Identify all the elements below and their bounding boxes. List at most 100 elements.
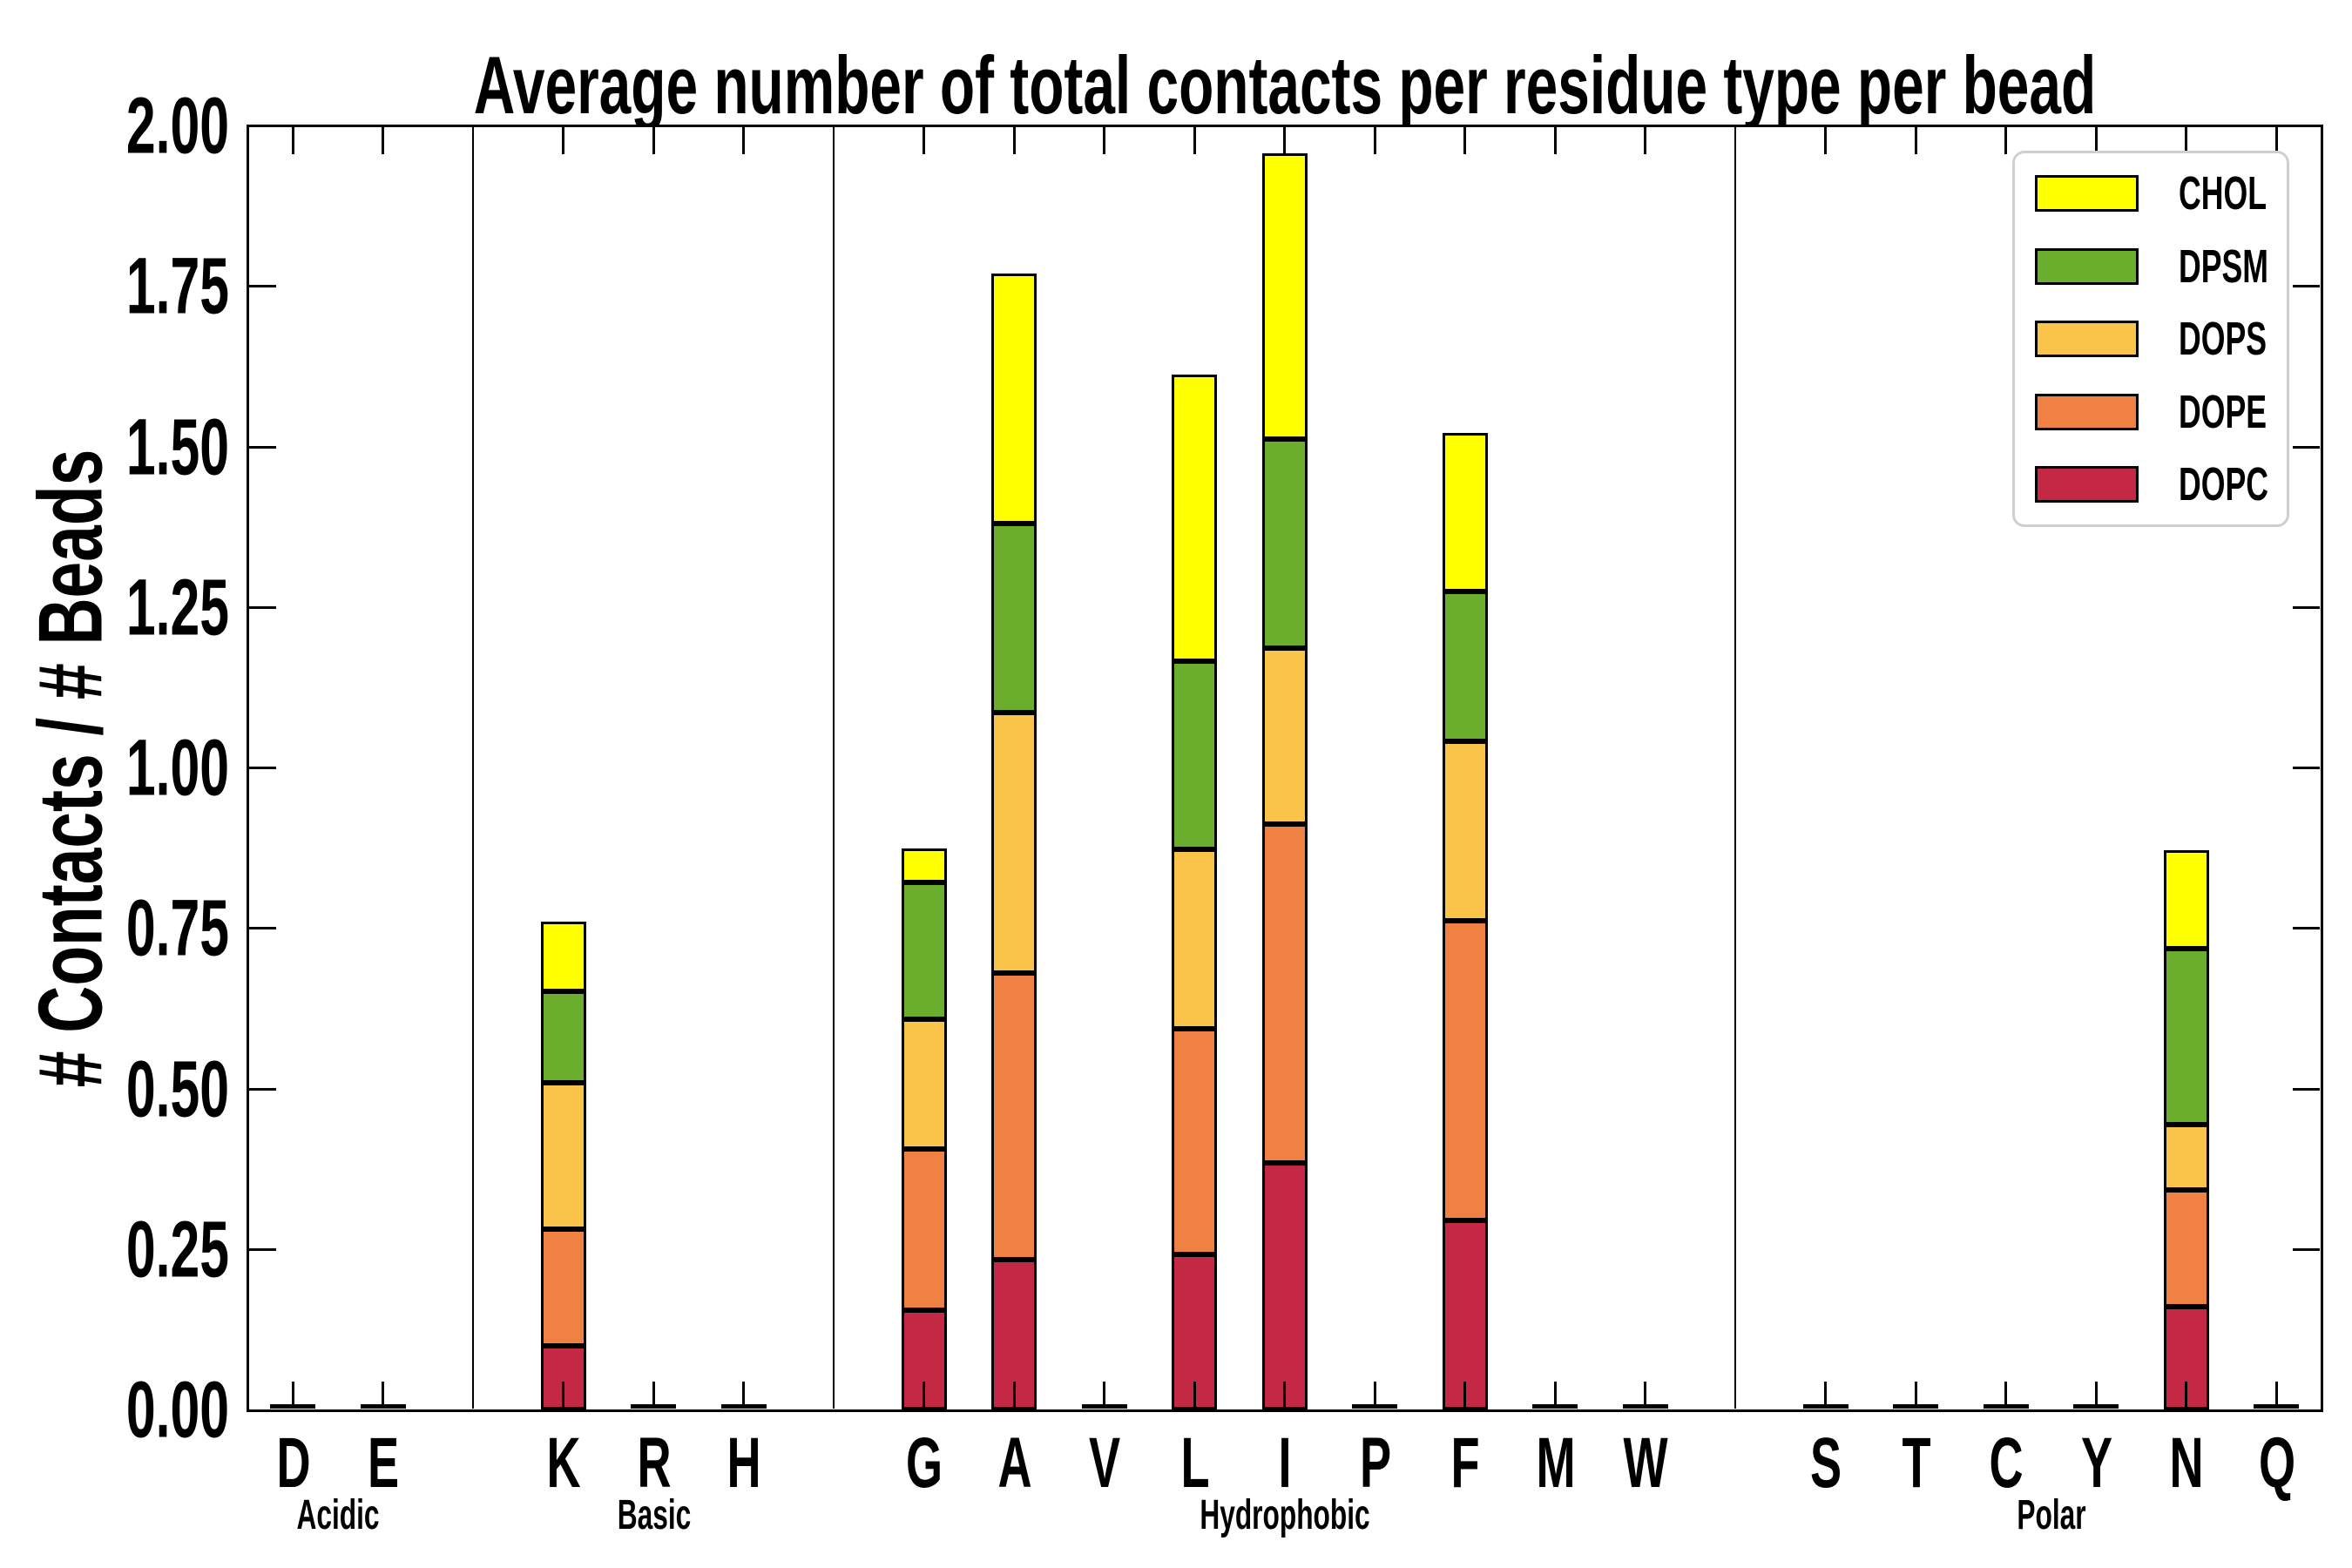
bar-segment-F-CHOL (1442, 432, 1488, 591)
x-label-D: D (267, 1423, 319, 1504)
legend-label-text: DOPE (2179, 385, 2268, 438)
y-tick-left-6 (249, 445, 276, 449)
y-tick-label-text: 1.75 (125, 241, 229, 331)
bar-segment-I-CHOL (1261, 153, 1308, 440)
y-tick-label-text: 1.25 (125, 563, 229, 652)
x-label-S: S (1802, 1423, 1850, 1504)
x-tick-bottom-T (1914, 1382, 1917, 1409)
x-label-W: W (1612, 1423, 1679, 1504)
plot-area (247, 125, 2323, 1412)
x-tick-bottom-Y (2094, 1382, 2098, 1409)
x-label-text: R (636, 1423, 672, 1503)
x-tick-bottom-S (1824, 1382, 1827, 1409)
legend-label-CHOL: CHOL (2179, 166, 2312, 220)
x-label-text: K (546, 1423, 581, 1503)
bar-segment-K-CHOL (540, 921, 586, 991)
x-tick-top-L (1193, 127, 1196, 154)
x-label-E: E (360, 1423, 408, 1504)
x-tick-bottom-W (1644, 1382, 1646, 1409)
x-label-text: Y (2080, 1423, 2112, 1503)
y-tick-label-0.50: 0.50 (0, 1044, 229, 1135)
group-label-Acidic: Acidic (275, 1491, 401, 1539)
x-tick-top-H (742, 127, 745, 154)
x-tick-bottom-M (1553, 1382, 1557, 1409)
legend-label-text: DPSM (2179, 240, 2268, 293)
x-tick-top-P (1373, 127, 1376, 154)
y-tick-label-text: 0.50 (125, 1044, 229, 1133)
x-tick-bottom-K (562, 1382, 564, 1409)
bar-segment-A-DPSM (991, 523, 1037, 713)
chart-title: Average number of total contacts per res… (473, 39, 2097, 131)
bar-segment-F-DOPE (1442, 920, 1488, 1221)
bar-segment-G-DOPE (901, 1148, 947, 1311)
bar-segment-K-DOPE (540, 1228, 586, 1346)
x-tick-bottom-D (291, 1382, 294, 1409)
y-tick-label-text: 0.00 (125, 1365, 229, 1455)
legend-label-text: DOPC (2179, 458, 2268, 510)
x-label-H: H (718, 1423, 769, 1504)
y-tick-label-1.50: 1.50 (0, 402, 229, 493)
bar-segment-L-DOPS (1172, 849, 1217, 1030)
x-label-R: R (628, 1423, 679, 1504)
x-tick-top-F (1463, 127, 1466, 154)
x-label-Y: Y (2072, 1423, 2120, 1504)
x-tick-bottom-P (1373, 1382, 1376, 1409)
y-tick-label-1.25: 1.25 (0, 562, 229, 653)
y-tick-label-text: 2.00 (125, 81, 229, 171)
y-tick-right-3 (2293, 927, 2320, 930)
bar-segment-L-DOPE (1172, 1029, 1217, 1255)
x-label-text: W (1623, 1423, 1668, 1503)
x-label-N: N (2160, 1423, 2212, 1504)
x-label-text: G (905, 1423, 943, 1503)
x-label-text: Q (2258, 1423, 2295, 1503)
x-label-text: M (1535, 1423, 1576, 1503)
x-tick-top-G (923, 127, 925, 154)
y-tick-right-5 (2293, 605, 2320, 609)
bar-segment-A-DOPE (991, 972, 1037, 1260)
bar-segment-K-DOPS (540, 1082, 586, 1229)
x-tick-top-T (1914, 127, 1917, 154)
bar-segment-N-DOPE (2163, 1190, 2209, 1307)
group-label-Hydrophobic: Hydrophobic (1156, 1491, 1414, 1539)
y-tick-right-2 (2293, 1087, 2320, 1091)
group-label-Basic: Basic (598, 1491, 709, 1539)
y-tick-label-0.00: 0.00 (0, 1365, 229, 1456)
x-tick-bottom-E (382, 1382, 384, 1409)
bar-segment-I-DOPS (1261, 647, 1308, 825)
x-label-G: G (896, 1423, 952, 1504)
bar-segment-N-DOPS (2163, 1124, 2209, 1191)
y-tick-label-2.00: 2.00 (0, 81, 229, 172)
x-tick-bottom-G (923, 1382, 925, 1409)
x-tick-bottom-C (2004, 1382, 2007, 1409)
x-label-text: T (1901, 1423, 1931, 1503)
y-tick-left-2 (249, 1087, 276, 1091)
bar-segment-G-DPSM (901, 882, 947, 1019)
bar-segment-I-DPSM (1261, 439, 1308, 648)
bar-segment-K-DPSM (540, 990, 586, 1083)
x-label-K: K (537, 1423, 589, 1504)
x-label-Q: Q (2249, 1423, 2305, 1504)
x-label-C: C (1980, 1423, 2031, 1504)
legend-swatch-DOPE (2035, 393, 2139, 430)
x-label-text: D (275, 1423, 311, 1503)
x-label-F: F (1443, 1423, 1487, 1504)
group-label-text: Basic (617, 1492, 691, 1538)
x-tick-top-W (1644, 127, 1646, 154)
legend-label-DPSM: DPSM (2179, 240, 2315, 294)
group-label-text: Hydrophobic (1200, 1492, 1370, 1538)
y-tick-left-5 (249, 605, 276, 609)
legend-swatch-DPSM (2035, 247, 2139, 285)
y-tick-label-text: 1.00 (125, 723, 229, 813)
x-tick-top-Y (2094, 127, 2098, 154)
x-tick-top-V (1103, 127, 1105, 154)
x-label-text: N (2169, 1423, 2204, 1503)
x-tick-top-I (1283, 127, 1286, 154)
bar-segment-F-DPSM (1442, 591, 1488, 741)
x-label-text: P (1359, 1423, 1391, 1503)
x-tick-top-R (652, 127, 655, 154)
legend-label-text: DOPS (2179, 313, 2268, 365)
x-label-text: L (1179, 1423, 1210, 1503)
bar-segment-A-CHOL (991, 274, 1037, 524)
x-tick-bottom-V (1103, 1382, 1105, 1409)
x-label-text: C (1989, 1423, 2024, 1503)
